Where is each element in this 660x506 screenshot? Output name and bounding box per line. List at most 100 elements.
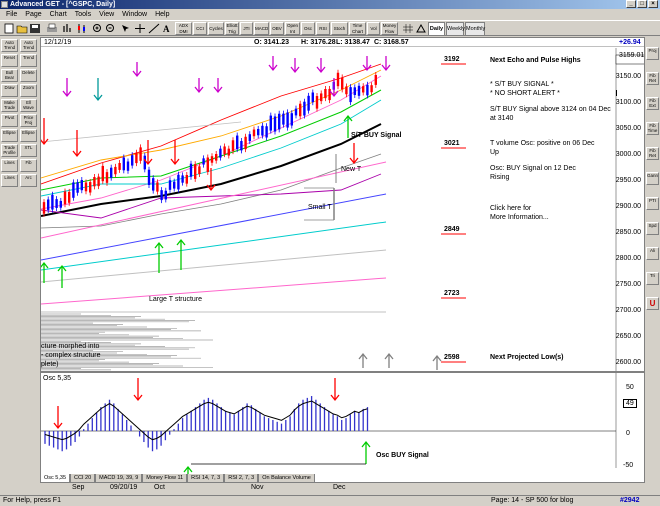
y-tick-2700: 2700.00 — [615, 307, 641, 314]
period-monthly[interactable]: Monthly — [465, 22, 485, 36]
left-tool-zoom[interactable]: Zoom — [20, 84, 37, 97]
osc-value: 49 — [623, 399, 637, 408]
tab-macd[interactable]: MACD 19, 39, 9 — [95, 474, 143, 483]
left-tool-ellipse-2[interactable]: Ellipse — [20, 129, 37, 142]
toolbar-open-int[interactable]: Open Int — [285, 22, 300, 35]
menu-file[interactable]: File — [6, 11, 18, 18]
menu-page[interactable]: Page — [25, 11, 42, 18]
menu-help[interactable]: Help — [155, 11, 170, 18]
tab-obv[interactable]: On Balance Volume — [258, 474, 315, 483]
more-info-link-2[interactable]: More Information... — [490, 214, 549, 221]
left-tool-arc[interactable]: Arc — [20, 174, 37, 187]
candle-body — [265, 126, 268, 138]
left-tool-reset[interactable]: Reset — [1, 54, 18, 67]
toolbar-money-flow[interactable]: Money Flow — [381, 22, 398, 35]
toolbar-time-chart[interactable]: Time Chart — [349, 22, 366, 35]
candle-body — [202, 158, 205, 165]
left-tool-price-proj[interactable]: Price Proj — [20, 114, 37, 127]
right-tool-ali[interactable]: Ali — [646, 247, 659, 260]
candle-body — [349, 87, 352, 103]
toolbar-rsi[interactable]: RSI — [316, 22, 330, 35]
chart-date: 12/12/19 — [44, 39, 72, 46]
open-icon[interactable] — [16, 23, 28, 34]
tab-money-flow[interactable]: Money Flow 11 — [142, 474, 188, 483]
left-tool-trend[interactable]: Trend — [20, 54, 37, 67]
print-icon[interactable] — [46, 23, 58, 34]
more-info-link[interactable]: Click here for — [490, 205, 532, 212]
period-weekly[interactable]: Weekly — [446, 22, 465, 36]
menu-view[interactable]: View — [99, 11, 115, 18]
period-daily[interactable]: Daily — [428, 22, 445, 36]
toolbar-elliott-trig[interactable]: Elliott Trig — [225, 22, 239, 35]
annotation-morphed-1: cture morphed into — [41, 343, 100, 350]
scale-icon[interactable] — [415, 23, 427, 34]
left-tool-ell-wave[interactable]: Ell Wave — [20, 99, 37, 112]
menu-tools[interactable]: Tools — [74, 11, 92, 18]
toolbar-macd[interactable]: MACD — [254, 22, 269, 35]
toolbar-cycles[interactable]: Cycles — [208, 22, 224, 35]
close-button[interactable]: × — [648, 0, 658, 8]
right-tool-fib-ret-2[interactable]: Fib Ret — [646, 147, 659, 160]
tab-osc[interactable]: Osc 5,35 — [40, 474, 71, 483]
left-tool-lines-2[interactable]: Lines — [1, 174, 18, 187]
right-tool-gann[interactable]: Gann — [646, 172, 659, 185]
zoom-in-icon[interactable] — [92, 23, 104, 34]
left-tool-fib[interactable]: Fib — [20, 159, 37, 172]
text-tool-icon[interactable]: A — [161, 23, 173, 34]
maximize-button[interactable]: □ — [637, 0, 647, 8]
left-tool-lines[interactable]: Lines — [1, 159, 18, 172]
candle-body — [257, 128, 260, 136]
toolbar-osc[interactable]: Osc — [301, 22, 315, 35]
left-tool-bullbear[interactable]: Bull Bear — [1, 69, 18, 82]
left-tool-xtl[interactable]: XTL — [20, 144, 37, 157]
line-tool-icon[interactable] — [148, 23, 160, 34]
tab-cci[interactable]: CCI 20 — [70, 474, 96, 483]
chart-type-icon[interactable] — [62, 23, 74, 34]
candle-body — [320, 93, 323, 102]
left-tool-draw[interactable]: Draw — [1, 84, 18, 97]
tab-rsi-14[interactable]: RSI 14, 7, 3 — [187, 474, 225, 483]
menu-chart[interactable]: Chart — [49, 11, 67, 18]
toolbar-jti[interactable]: JTI — [240, 22, 253, 35]
left-tool-pivot[interactable]: Pivot — [1, 114, 18, 127]
minimize-button[interactable]: _ — [626, 0, 636, 8]
candle-body — [139, 147, 142, 161]
right-tool-u[interactable]: U — [646, 297, 659, 310]
menu-window[interactable]: Window — [122, 11, 148, 18]
y-tick-2600: 2600.00 — [615, 359, 641, 366]
tab-rsi-2[interactable]: RSI 2, 7, 3 — [224, 474, 259, 483]
toolbar-vol[interactable]: Vol — [367, 22, 380, 35]
toolbar-cci[interactable]: CCI — [193, 22, 207, 35]
right-tool-tri[interactable]: Tri — [646, 272, 659, 285]
crosshair-icon[interactable] — [134, 23, 146, 34]
left-tool-2[interactable]: Auto Trend — [20, 39, 37, 52]
zoom-out-icon[interactable] — [105, 23, 117, 34]
toolbar-adx-dmi[interactable]: ADX DMI — [175, 22, 192, 35]
right-tool-fib-time[interactable]: Fib Time — [646, 122, 659, 135]
right-tool-spd[interactable]: Spd — [646, 222, 659, 235]
candle-body — [156, 182, 159, 192]
up-arrow-icon — [384, 352, 394, 368]
osc-label: Osc 5,35 — [43, 375, 72, 382]
down-arrow-icon — [268, 56, 278, 72]
candle-icon[interactable] — [76, 23, 88, 34]
right-tool-fib-ext[interactable]: Fib Ext — [646, 97, 659, 110]
left-tool-delete[interactable]: Delete — [20, 69, 37, 82]
left-tool-ellipse[interactable]: Ellipse — [1, 129, 18, 142]
left-tool-trade-profile[interactable]: Trade Profile — [1, 144, 18, 157]
new-icon[interactable] — [3, 23, 15, 34]
left-tool-make-trade[interactable]: Make Trade — [1, 99, 18, 112]
left-tool-1[interactable]: Auto Trend — [1, 39, 18, 52]
arrow-icon[interactable] — [120, 23, 132, 34]
toolbar-obv[interactable]: OBV — [270, 22, 284, 35]
chart-area[interactable]: 12/12/19 O: 3141.23 H: 3176.28 L: 3138.4… — [40, 37, 645, 483]
right-tool-fib-ret[interactable]: Fib Ret — [646, 72, 659, 85]
toolbar-stoch[interactable]: Stoch — [331, 22, 348, 35]
price-candles — [42, 69, 377, 217]
grid-icon[interactable] — [402, 23, 414, 34]
candle-body — [219, 148, 222, 158]
save-icon[interactable] — [29, 23, 41, 34]
up-arrow-icon — [154, 241, 164, 273]
right-tool-proj[interactable]: Proj — [646, 47, 659, 60]
right-tool-pti[interactable]: PTI — [646, 197, 659, 210]
